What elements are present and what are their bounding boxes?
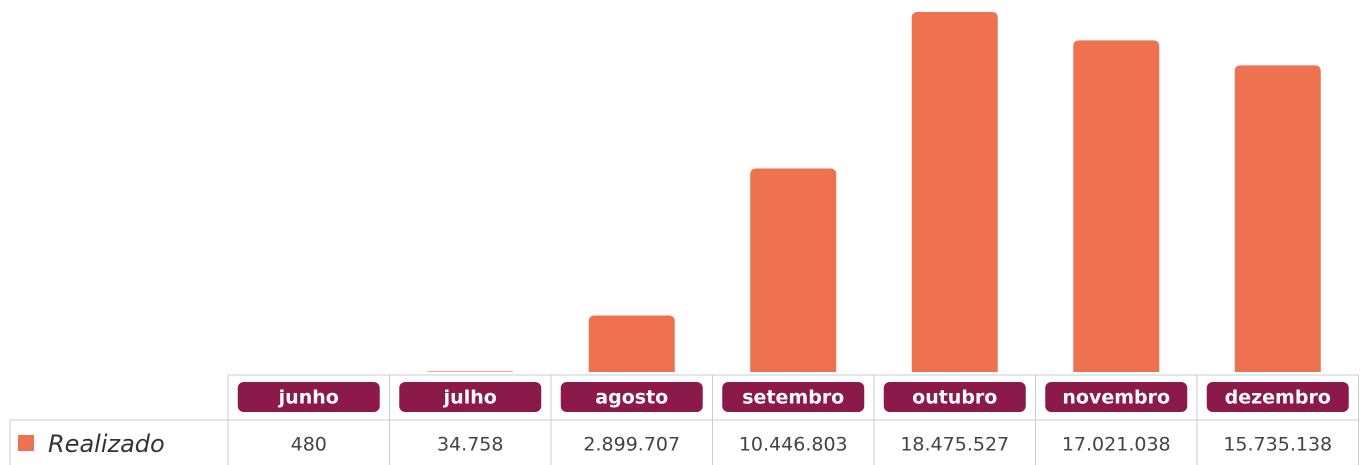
legend-swatch [18,435,34,451]
bar [1234,65,1321,372]
value-label: 2.899.707 [583,434,680,456]
category-label: julho [443,387,497,409]
category-label: outubro [912,387,997,409]
bar [750,168,837,372]
category-label: novembro [1062,387,1170,409]
value-label: 18.475.527 [900,434,1009,456]
bar [588,315,675,372]
value-label: 17.021.038 [1062,434,1171,456]
bar [427,371,514,372]
bar [1073,40,1160,372]
legend-label: Realizado [48,430,165,458]
category-pill [1045,382,1188,412]
category-label: setembro [742,387,844,409]
value-label: 34.758 [437,434,503,456]
bar [911,12,998,372]
value-label: 10.446.803 [739,434,848,456]
category-pill [1206,382,1349,412]
category-label: dezembro [1225,387,1331,409]
category-pill [883,382,1026,412]
value-label: 15.735.138 [1223,434,1332,456]
category-pill [237,382,380,412]
category-label: junho [278,387,339,409]
value-label: 480 [291,434,327,456]
category-label: agosto [595,387,668,409]
category-pill [399,382,542,412]
category-pill [722,382,865,412]
category-pill [560,382,703,412]
